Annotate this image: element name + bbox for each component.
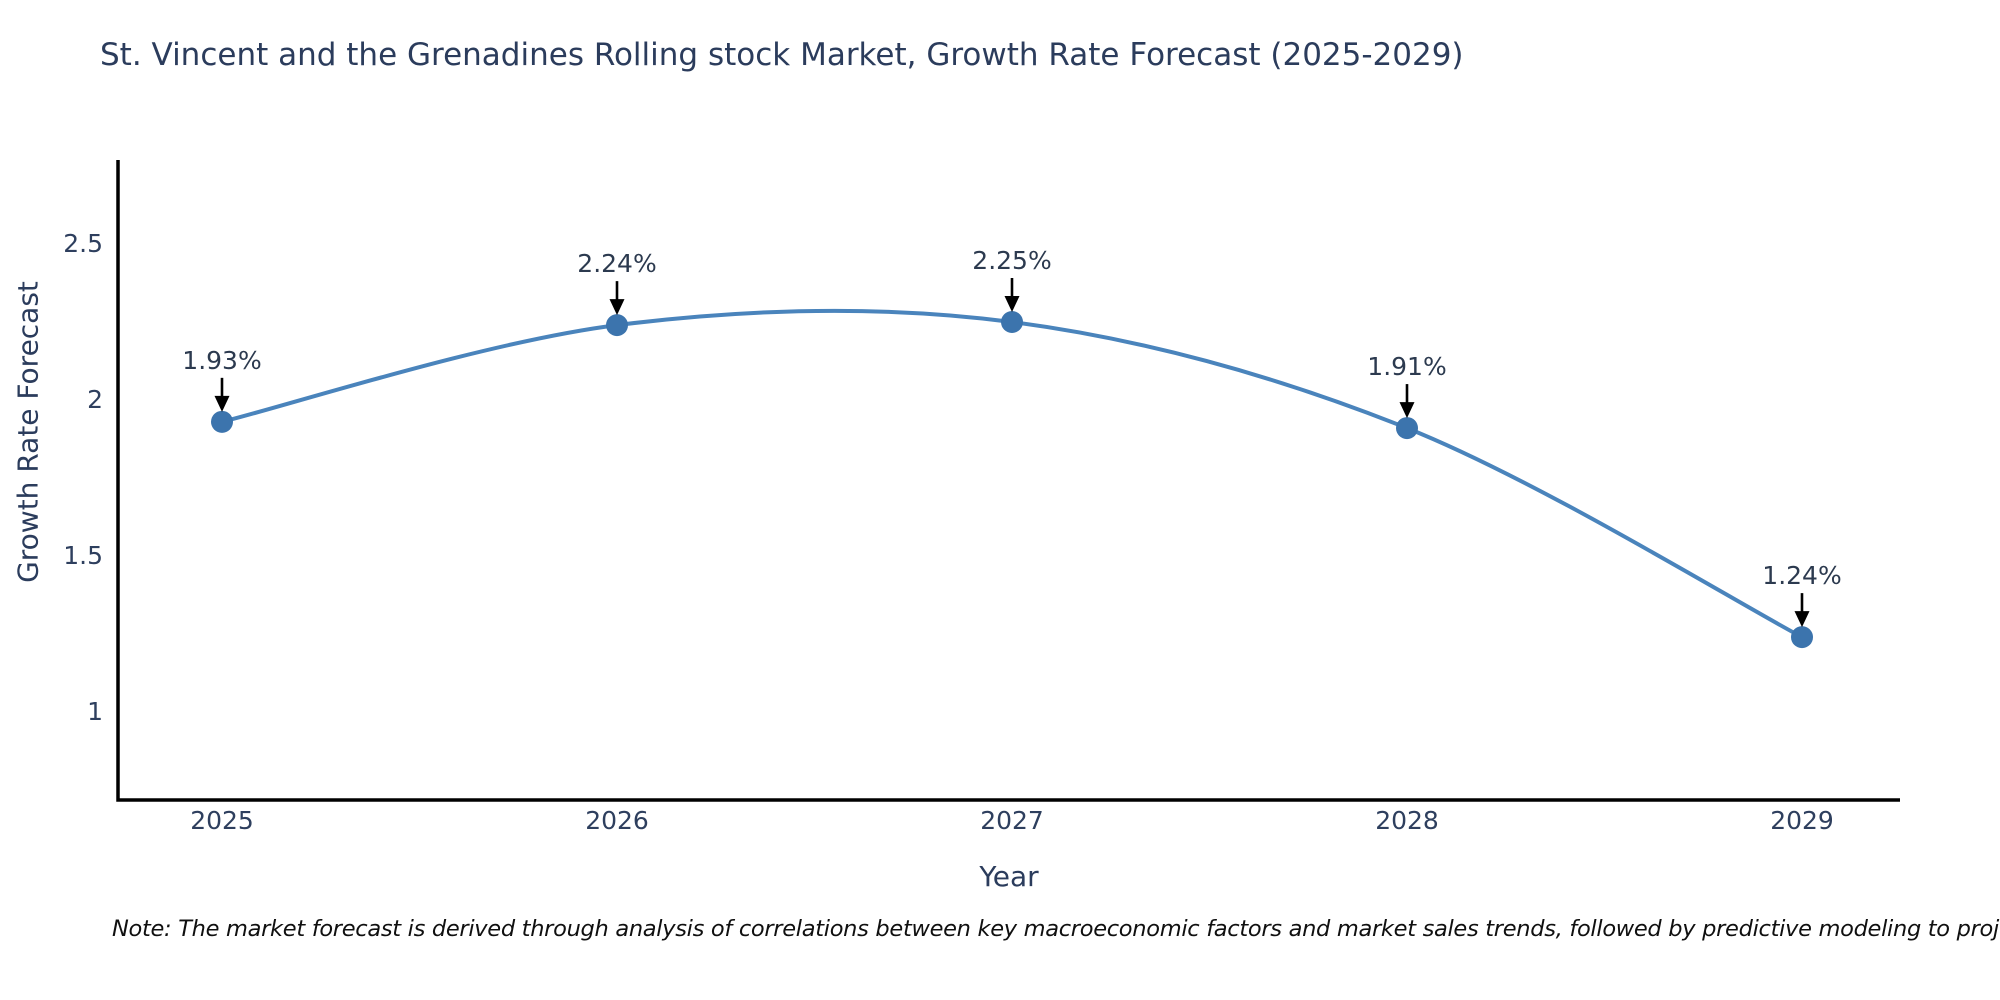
data-point-label: 1.93%: [182, 345, 262, 375]
x-tick-label: 2025: [190, 806, 254, 835]
x-axis-title: Year: [979, 860, 1039, 893]
data-point-marker: [1001, 311, 1023, 333]
annotation-arrow-head: [1004, 296, 1020, 312]
x-tick-label: 2027: [980, 806, 1044, 835]
y-tick-label: 2.5: [63, 229, 103, 258]
y-tick-label: 1.5: [63, 541, 103, 570]
data-point-marker: [1396, 417, 1418, 440]
y-tick-label: 2: [87, 385, 103, 414]
annotation-arrow-head: [1794, 611, 1810, 628]
axis-lines: [116, 160, 1900, 802]
annotation-arrow-head: [214, 395, 230, 412]
data-point-marker: [606, 314, 628, 337]
annotation-arrow-head: [609, 299, 625, 316]
data-point-label: 1.91%: [1367, 352, 1447, 382]
x-tick-label: 2026: [585, 806, 649, 835]
forecast-line: [220, 308, 1804, 640]
annotation-arrow-layer: [214, 278, 1810, 628]
x-tick-label: 2029: [1770, 806, 1834, 835]
data-point-label: 2.24%: [577, 249, 657, 279]
data-point-label: 1.24%: [1762, 561, 1842, 591]
x-tick-label: 2028: [1375, 806, 1439, 835]
data-point-label: 2.25%: [972, 246, 1052, 275]
data-point-marker: [211, 410, 233, 433]
chart-title: St. Vincent and the Grenadines Rolling s…: [100, 37, 1464, 73]
annotation-arrow-head: [1399, 402, 1415, 419]
y-tick-label: 1: [87, 697, 103, 726]
data-point-marker: [1791, 626, 1813, 649]
series-layer: [211, 308, 1813, 649]
footnote-text: Note: The market forecast is derived thr…: [112, 916, 2000, 942]
